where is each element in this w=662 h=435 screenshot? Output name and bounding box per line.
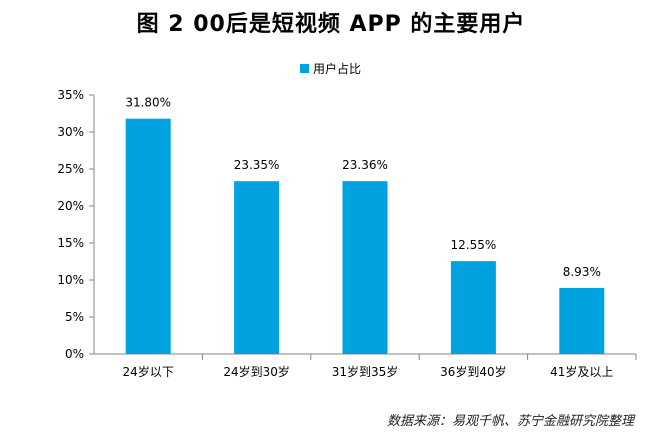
data-label: 31.80%: [125, 96, 171, 110]
y-tick-label: 10%: [57, 273, 84, 287]
bar: [559, 287, 605, 354]
x-tick-label: 24岁以下: [123, 364, 174, 379]
x-tick-label: 31岁到35岁: [332, 364, 399, 379]
y-tick-label: 15%: [57, 236, 84, 250]
x-tick-label: 41岁及以上: [550, 364, 613, 379]
x-tick-label: 24岁到30岁: [223, 364, 290, 379]
bar: [125, 118, 171, 355]
bar: [342, 181, 388, 354]
data-label: 23.36%: [342, 158, 388, 172]
bar: [450, 261, 496, 354]
y-tick-label: 5%: [65, 310, 84, 324]
data-label: 12.55%: [451, 238, 497, 252]
data-label: 8.93%: [563, 265, 601, 279]
y-tick-label: 35%: [57, 88, 84, 102]
data-label: 23.35%: [234, 158, 280, 172]
source-note: 数据来源：易观千帆、苏宁金融研究院整理: [386, 414, 634, 429]
y-tick-label: 0%: [65, 347, 84, 361]
y-tick-label: 25%: [57, 162, 84, 176]
chart-title: 图 2 00后是短视频 APP 的主要用户: [136, 12, 526, 37]
y-tick-label: 30%: [57, 125, 84, 139]
bar: [234, 181, 280, 354]
legend-swatch: [300, 64, 309, 73]
legend-label: 用户占比: [313, 61, 361, 76]
x-tick-label: 36岁到40岁: [440, 364, 507, 379]
y-tick-label: 20%: [57, 199, 84, 213]
